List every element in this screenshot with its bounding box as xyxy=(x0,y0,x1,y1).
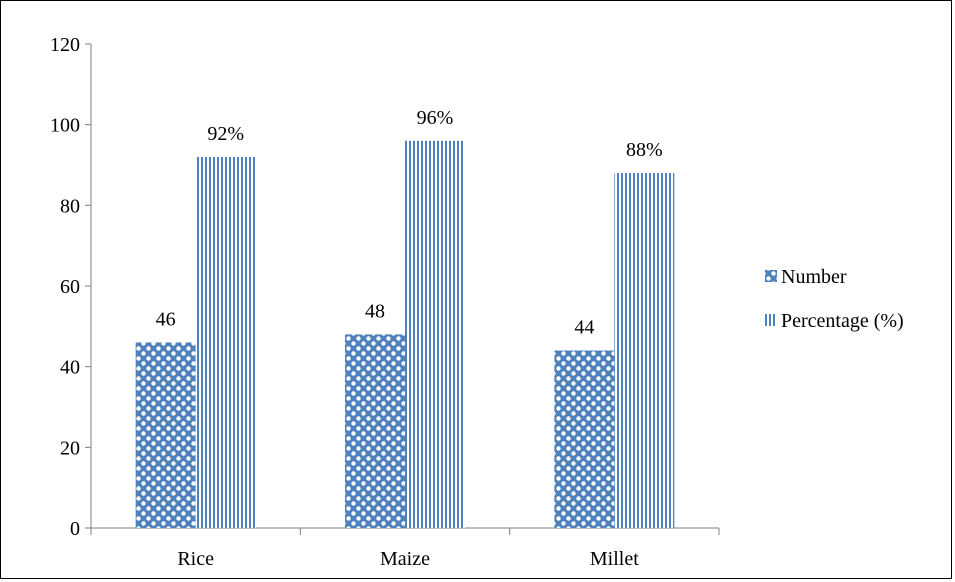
legend-swatch xyxy=(765,314,777,326)
x-axis: Rice Maize Millet xyxy=(90,527,720,570)
y-tick-label: 40 xyxy=(60,357,80,379)
y-tick-label: 120 xyxy=(50,34,80,56)
y-axis: 0 20 40 60 80 100 120 xyxy=(50,34,92,540)
y-tick-label: 100 xyxy=(50,115,80,137)
data-label: 44 xyxy=(574,317,594,339)
y-tick-label: 20 xyxy=(60,437,80,459)
y-tick-label: 60 xyxy=(60,276,80,298)
x-category-label: Maize xyxy=(380,548,430,570)
data-label: 88% xyxy=(626,139,663,161)
bar-percentage xyxy=(195,156,256,528)
data-label: 92% xyxy=(207,123,244,145)
bar-number xyxy=(554,350,615,528)
legend-swatch xyxy=(765,270,777,282)
y-tick-label: 0 xyxy=(70,518,80,540)
data-labels-group: 46 92% 48 96% 44 88% xyxy=(156,107,663,339)
legend-label: Percentage (%) xyxy=(781,310,904,332)
data-label: 96% xyxy=(417,107,454,129)
bar-number xyxy=(135,342,196,528)
bars-group xyxy=(135,140,675,529)
bar-percentage xyxy=(405,140,465,529)
data-label: 46 xyxy=(156,308,176,330)
bar-number xyxy=(345,334,405,528)
legend-label: Number xyxy=(781,266,847,288)
x-category-label: Rice xyxy=(177,548,214,570)
x-category-label: Millet xyxy=(590,548,639,570)
legend: Number Percentage (%) xyxy=(765,266,904,332)
bar-percentage xyxy=(614,173,675,529)
y-tick-label: 80 xyxy=(60,195,80,217)
data-label: 48 xyxy=(365,300,385,322)
